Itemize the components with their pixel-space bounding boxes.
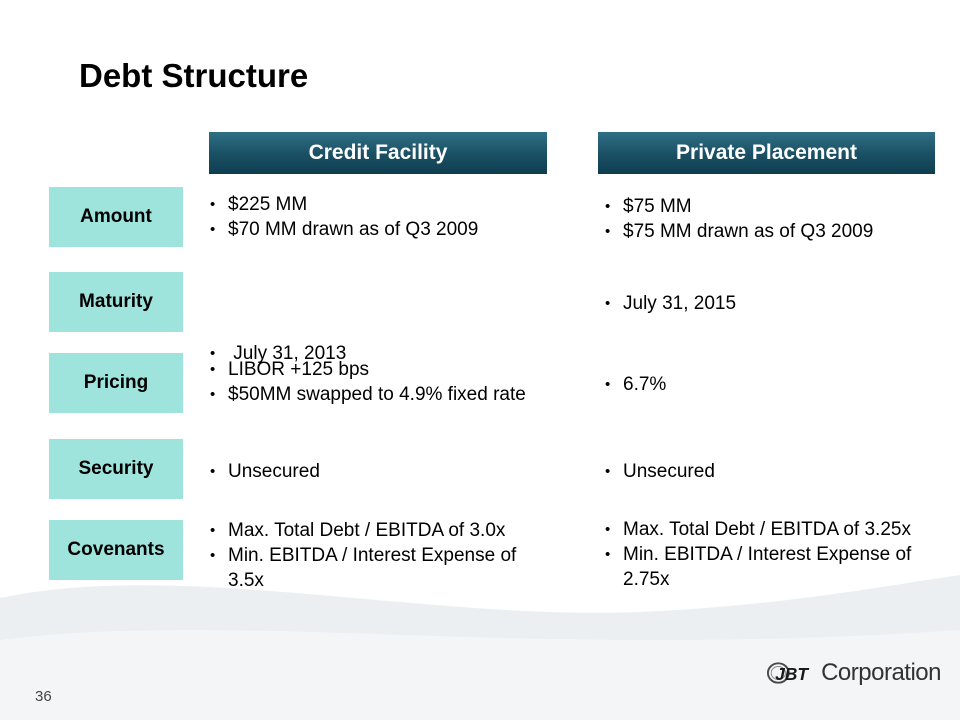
- cell-covenants-credit-facility: Max. Total Debt / EBITDA of 3.0x Min. EB…: [209, 518, 544, 593]
- row-label-maturity: Maturity: [49, 272, 183, 332]
- column-header-private-placement: Private Placement: [598, 132, 935, 174]
- slide-title: Debt Structure: [79, 57, 309, 94]
- jbt-logo-icon: JBT: [766, 661, 809, 684]
- bullet-item: Unsecured: [209, 459, 569, 484]
- cell-security-credit-facility: Unsecured: [209, 459, 569, 484]
- bullet-item: $225 MM: [209, 192, 569, 217]
- row-label-pricing: Pricing: [49, 353, 183, 413]
- bullet-item: Max. Total Debt / EBITDA of 3.25x: [604, 517, 939, 542]
- cell-maturity-private-placement: July 31, 2015: [604, 291, 944, 316]
- bullet-item: July 31, 2015: [604, 291, 944, 316]
- bullet-item: $75 MM drawn as of Q3 2009: [604, 219, 944, 244]
- cell-amount-credit-facility: $225 MM $70 MM drawn as of Q3 2009: [209, 192, 569, 242]
- logo-mark-text: JBT: [775, 664, 809, 684]
- row-label-amount: Amount: [49, 187, 183, 247]
- bullet-item: Max. Total Debt / EBITDA of 3.0x: [209, 518, 544, 543]
- bullet-item: 6.7%: [604, 372, 944, 397]
- bullet-item: LIBOR +125 bps: [209, 357, 569, 382]
- bullet-item: Min. EBITDA / Interest Expense of 3.5x: [209, 543, 544, 593]
- cell-pricing-credit-facility: LIBOR +125 bps $50MM swapped to 4.9% fix…: [209, 357, 569, 407]
- bullet-item: $70 MM drawn as of Q3 2009: [209, 217, 569, 242]
- row-label-covenants: Covenants: [49, 520, 183, 580]
- logo-text: Corporation: [821, 658, 941, 686]
- cell-covenants-private-placement: Max. Total Debt / EBITDA of 3.25x Min. E…: [604, 517, 939, 592]
- bullet-item: Min. EBITDA / Interest Expense of 2.75x: [604, 542, 939, 592]
- cell-pricing-private-placement: 6.7%: [604, 372, 944, 397]
- page-number: 36: [35, 688, 52, 705]
- bullet-item: $50MM swapped to 4.9% fixed rate: [209, 382, 569, 407]
- bullet-item: Unsecured: [604, 459, 944, 484]
- cell-amount-private-placement: $75 MM $75 MM drawn as of Q3 2009: [604, 194, 944, 244]
- company-logo: JBT Corporation: [766, 650, 941, 695]
- bullet-item: $75 MM: [604, 194, 944, 219]
- cell-security-private-placement: Unsecured: [604, 459, 944, 484]
- column-header-credit-facility: Credit Facility: [209, 132, 547, 174]
- row-label-security: Security: [49, 439, 183, 499]
